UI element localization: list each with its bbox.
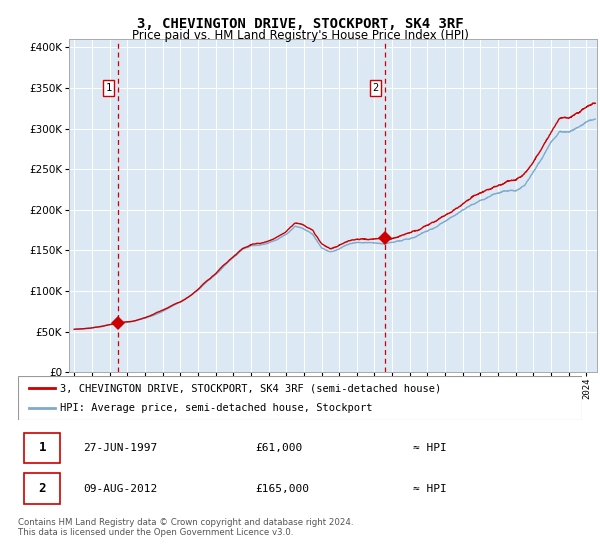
Text: ≈ HPI: ≈ HPI [413,443,446,452]
Text: £165,000: £165,000 [255,483,309,493]
FancyBboxPatch shape [18,376,582,420]
FancyBboxPatch shape [23,432,60,463]
Text: 27-JUN-1997: 27-JUN-1997 [83,443,157,452]
Text: Contains HM Land Registry data © Crown copyright and database right 2024.
This d: Contains HM Land Registry data © Crown c… [18,518,353,538]
Text: £61,000: £61,000 [255,443,302,452]
Text: HPI: Average price, semi-detached house, Stockport: HPI: Average price, semi-detached house,… [60,403,373,413]
Text: 3, CHEVINGTON DRIVE, STOCKPORT, SK4 3RF: 3, CHEVINGTON DRIVE, STOCKPORT, SK4 3RF [137,17,463,31]
Text: 2: 2 [373,83,379,93]
FancyBboxPatch shape [23,473,60,504]
Text: 1: 1 [106,83,112,93]
Text: 09-AUG-2012: 09-AUG-2012 [83,483,157,493]
Text: Price paid vs. HM Land Registry's House Price Index (HPI): Price paid vs. HM Land Registry's House … [131,29,469,42]
Text: 1: 1 [38,441,46,454]
Text: 3, CHEVINGTON DRIVE, STOCKPORT, SK4 3RF (semi-detached house): 3, CHEVINGTON DRIVE, STOCKPORT, SK4 3RF … [60,383,442,393]
Text: 2: 2 [38,482,46,495]
Text: ≈ HPI: ≈ HPI [413,483,446,493]
